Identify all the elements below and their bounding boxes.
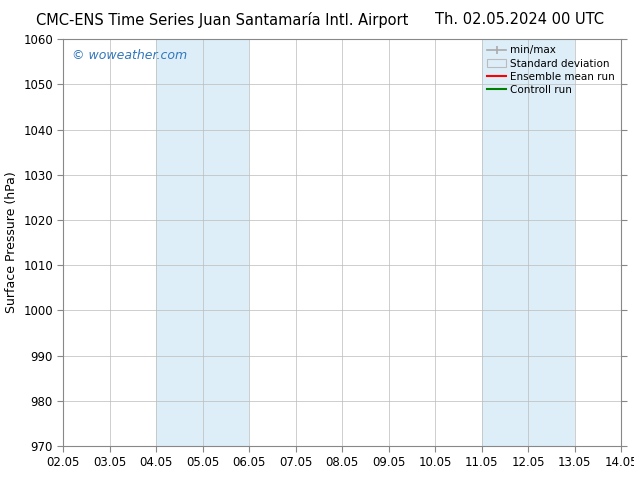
Text: Th. 02.05.2024 00 UTC: Th. 02.05.2024 00 UTC [436, 12, 604, 27]
Bar [482, 39, 575, 446]
Y-axis label: Surface Pressure (hPa): Surface Pressure (hPa) [4, 172, 18, 314]
Bar [157, 39, 249, 446]
Text: CMC-ENS Time Series Juan Santamaría Intl. Airport: CMC-ENS Time Series Juan Santamaría Intl… [36, 12, 408, 28]
Text: © woweather.com: © woweather.com [72, 49, 187, 62]
Legend: min/max, Standard deviation, Ensemble mean run, Controll run: min/max, Standard deviation, Ensemble me… [483, 41, 619, 99]
